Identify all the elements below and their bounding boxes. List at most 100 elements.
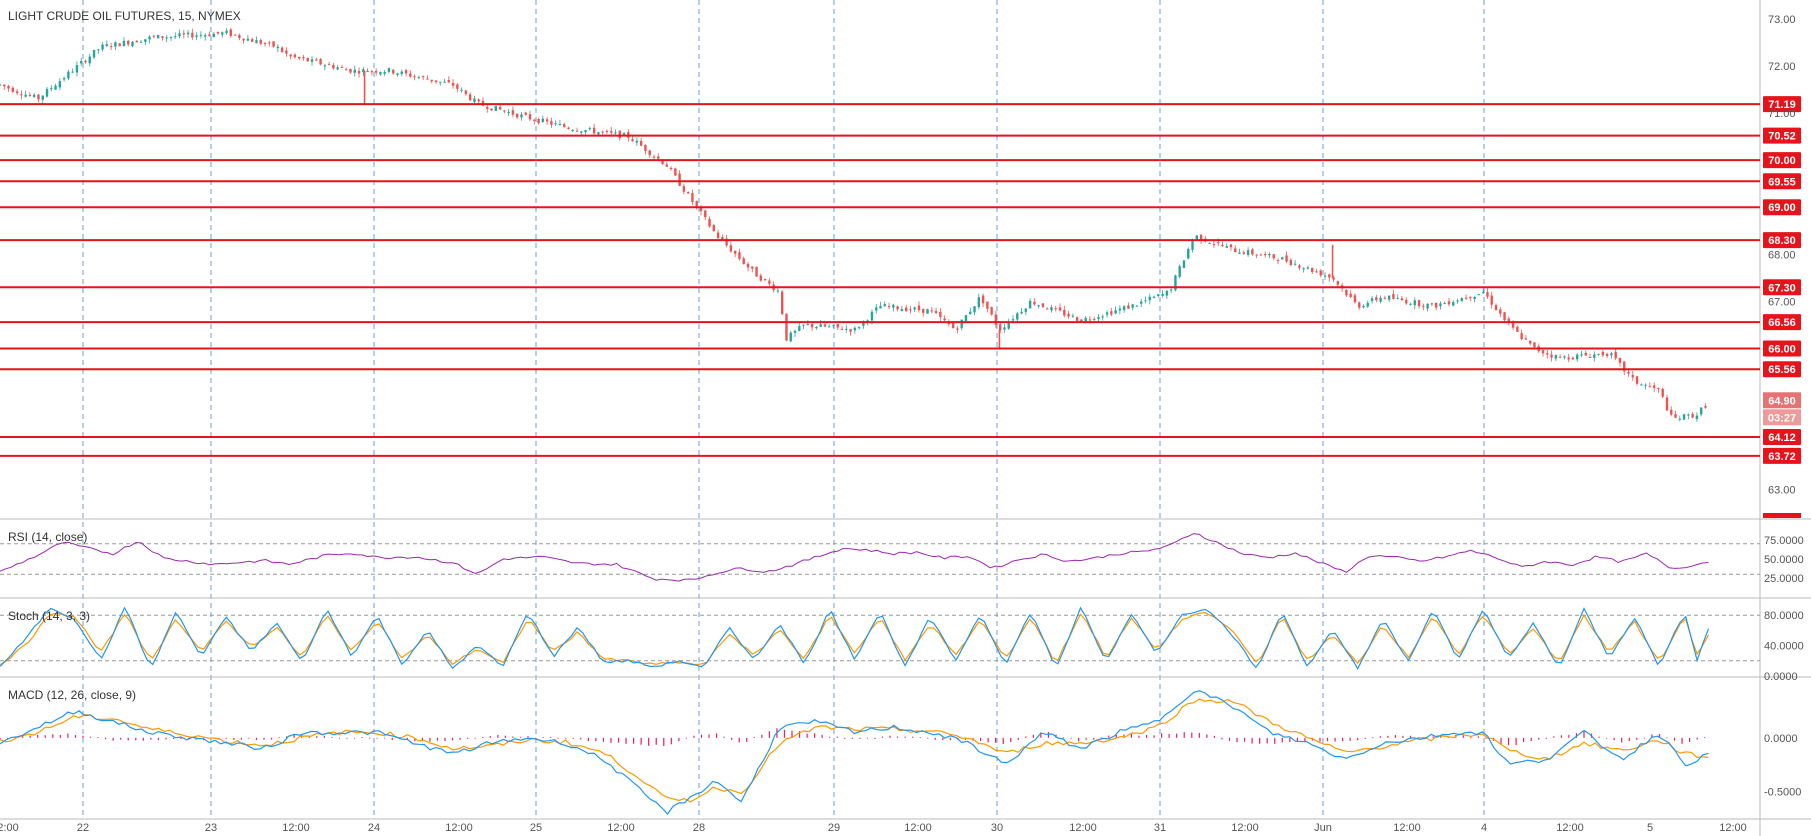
candle — [605, 131, 609, 133]
rsi-label: RSI (14, close) — [8, 530, 87, 544]
candle — [1208, 242, 1211, 244]
macd-histogram-bar — [308, 735, 310, 738]
macd-histogram-bar — [1364, 737, 1366, 739]
macd-histogram-bar — [527, 736, 529, 738]
candle — [1678, 418, 1681, 420]
macd-histogram-bar — [497, 735, 499, 738]
indicator-tick-label: 40.0000 — [1764, 641, 1804, 653]
candle — [686, 191, 690, 194]
candle — [768, 280, 771, 284]
candle — [54, 85, 57, 90]
price-pane[interactable] — [0, 28, 1760, 457]
level-label: 69.00 — [1768, 202, 1796, 214]
candle — [306, 57, 309, 62]
macd-histogram-bar — [904, 736, 906, 738]
candle — [909, 309, 912, 311]
price-axis[interactable]: 71.19 70.52 70.00 69.55 69.00 68.30 67.30 66.56… — [1763, 14, 1804, 798]
candle — [533, 119, 536, 121]
time-tick-label: 4 — [1481, 822, 1487, 834]
candle — [212, 33, 215, 38]
candle — [1387, 295, 1391, 300]
candle — [1148, 296, 1151, 301]
candle — [1576, 354, 1579, 360]
level-tag — [1763, 199, 1801, 216]
macd-histogram-bar — [1161, 733, 1163, 738]
macd-histogram-bar — [821, 734, 823, 738]
candle — [1413, 300, 1416, 306]
macd-histogram-bar — [37, 734, 39, 738]
macd-histogram-bar — [1538, 737, 1540, 740]
candle — [998, 324, 1002, 331]
macd-histogram-bar — [602, 737, 605, 742]
time-axis[interactable]: 2:00 22 23 12:00 24 12:00 25 12:00 28 29 12:00 30 12… — [0, 822, 1747, 834]
macd-histogram-bar — [1108, 735, 1110, 738]
candle — [1516, 326, 1519, 332]
stoch-pane[interactable] — [0, 606, 1760, 670]
candle — [554, 123, 557, 125]
macd-histogram-bar — [1183, 732, 1185, 738]
candle — [242, 38, 245, 41]
macd-histogram-bar — [286, 736, 288, 738]
candle — [1289, 259, 1293, 266]
macd-histogram-bar — [1477, 736, 1479, 738]
macd-histogram-bar — [331, 737, 333, 738]
level-tag — [1763, 314, 1801, 331]
candle — [464, 90, 468, 95]
candle — [250, 39, 254, 42]
macd-histogram-bar — [1176, 733, 1178, 738]
rsi-pane[interactable] — [0, 533, 1760, 582]
candle — [550, 121, 553, 125]
level-label: 65.56 — [1768, 364, 1796, 376]
macd-histogram-bar — [1394, 735, 1397, 738]
macd-histogram-bar — [369, 737, 371, 739]
candle — [1174, 275, 1177, 291]
candle — [1396, 297, 1399, 299]
candle — [806, 323, 810, 325]
time-tick-label: 31 — [1154, 822, 1166, 834]
candle — [1007, 321, 1010, 329]
candle — [50, 88, 53, 90]
candle — [1546, 353, 1549, 355]
macd-histogram-bar — [1673, 737, 1676, 741]
macd-histogram-bar — [1545, 737, 1547, 739]
candle — [413, 76, 416, 78]
candle — [1704, 405, 1707, 408]
macd-histogram-bar — [1598, 736, 1600, 738]
macd-histogram-bar — [987, 737, 989, 743]
macd-histogram-bar — [1628, 737, 1630, 742]
macd-histogram-bar — [715, 733, 718, 738]
candle — [323, 65, 327, 67]
candle — [951, 322, 955, 329]
candle — [122, 40, 126, 46]
candle — [567, 127, 570, 129]
candle — [1691, 413, 1694, 418]
macd-histogram-bar — [1289, 737, 1291, 743]
candle — [1635, 376, 1639, 384]
level-tag — [1763, 232, 1801, 249]
candle — [1332, 277, 1335, 280]
candle — [58, 81, 62, 88]
macd-histogram-bar — [783, 729, 786, 738]
candle — [298, 56, 301, 59]
candle — [1644, 384, 1647, 386]
candle — [1507, 318, 1511, 324]
time-tick-label: 28 — [693, 822, 705, 834]
candle — [1648, 386, 1652, 388]
candle — [97, 49, 100, 51]
candle — [1311, 267, 1314, 272]
macd-histogram-bar — [240, 737, 242, 740]
macd-histogram-bar — [542, 736, 544, 738]
candle — [1080, 319, 1083, 323]
candle — [451, 82, 455, 86]
macd-histogram-bar — [1259, 737, 1261, 744]
macd-pane[interactable] — [0, 690, 1709, 815]
candle — [1302, 268, 1305, 270]
macd-histogram-bar — [293, 735, 295, 738]
candle — [1554, 355, 1558, 359]
candle — [1486, 292, 1489, 297]
candle — [939, 311, 942, 317]
candle — [1358, 302, 1361, 308]
candle — [156, 35, 160, 39]
macd-histogram-bar — [22, 735, 24, 738]
